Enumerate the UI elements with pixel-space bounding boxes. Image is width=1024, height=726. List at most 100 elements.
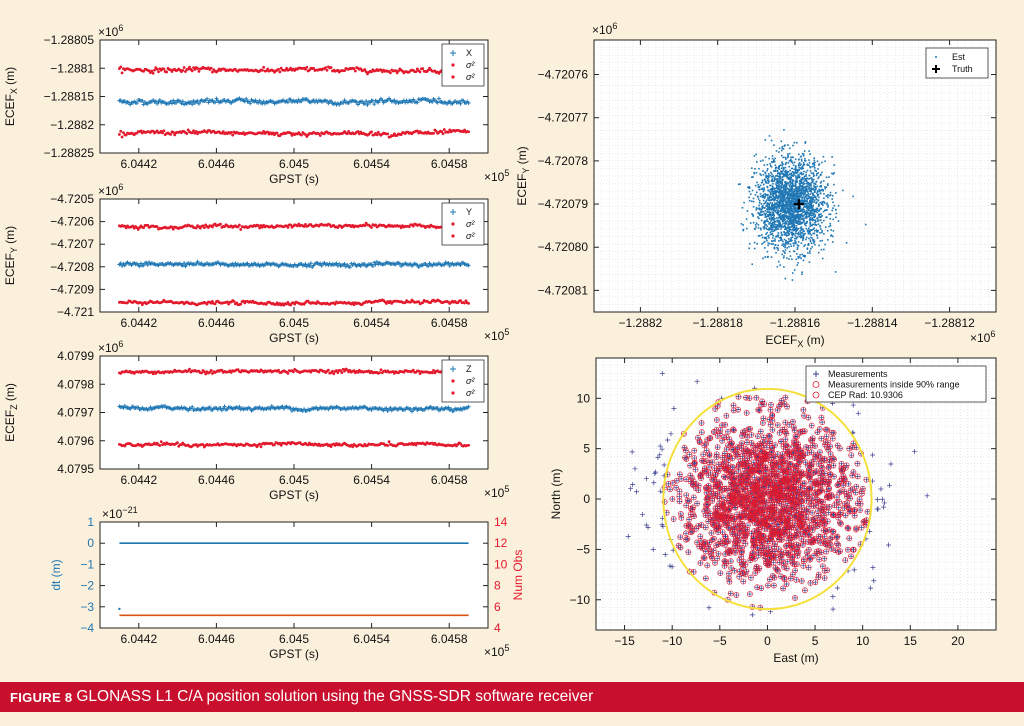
est-point [752, 200, 755, 203]
est-point [766, 239, 768, 242]
data-point [211, 70, 214, 74]
est-point [756, 181, 758, 184]
est-point [773, 207, 776, 210]
est-point [816, 207, 819, 210]
est-point [755, 226, 757, 228]
est-point [801, 253, 803, 256]
est-point [777, 235, 779, 238]
data-point [118, 133, 121, 136]
est-point [772, 186, 774, 189]
est-point [803, 222, 806, 225]
figure-canvas: 6.0442 6.0446 6.045 6.0454 6.0458−1.28805−1.… [3, 21, 997, 665]
est-point [815, 201, 818, 203]
est-point [808, 190, 811, 192]
est-point [773, 224, 775, 227]
est-point [770, 226, 773, 229]
est-point [753, 241, 756, 244]
est-point [787, 234, 789, 237]
data-point [370, 130, 373, 134]
est-point [783, 238, 786, 241]
y-x-tick-label: 6.0458 [431, 316, 468, 330]
est-point [805, 194, 808, 197]
est-point [759, 184, 762, 187]
est-point [793, 226, 796, 229]
est-point [817, 216, 819, 219]
est-point [767, 182, 770, 184]
est-point [806, 198, 808, 200]
est-point [784, 215, 787, 218]
est-point [771, 203, 774, 205]
est-point [813, 183, 815, 185]
est-point [766, 225, 769, 228]
y-y-tick-label: −4.7207 [50, 237, 94, 251]
est-point [775, 207, 778, 210]
est-point [776, 209, 779, 212]
x-x-tick-label: 6.0454 [353, 157, 390, 171]
dt-x-tick-label: 6.0458 [431, 632, 468, 646]
x-x-exponent: ×105 [484, 168, 509, 184]
est-point [791, 179, 794, 181]
est-point [786, 241, 789, 243]
est-point [805, 227, 808, 230]
est-point [760, 188, 763, 190]
est-point [807, 212, 810, 214]
est-point [821, 257, 824, 260]
est-point [775, 235, 777, 238]
data-point [414, 70, 418, 74]
est-point [766, 210, 769, 213]
est-point [824, 160, 826, 163]
data-point [139, 129, 143, 133]
est-point [780, 210, 782, 213]
est-point [804, 189, 806, 192]
est-point [766, 205, 768, 208]
est-point [791, 272, 794, 274]
est-point [812, 193, 814, 196]
est-point [796, 248, 799, 251]
data-point [304, 67, 307, 71]
est-point [784, 205, 787, 208]
est-point [774, 203, 776, 206]
est-point [779, 218, 782, 220]
data-point [205, 96, 210, 101]
est-point [769, 218, 771, 220]
est-point [757, 224, 760, 226]
est-point [776, 225, 778, 228]
est-point [771, 194, 774, 197]
est-point [809, 247, 812, 250]
est-point [769, 188, 772, 191]
est-point [780, 237, 782, 239]
est-point [782, 240, 784, 243]
est-point [752, 205, 755, 208]
est-point [789, 239, 792, 241]
est-point [792, 193, 794, 196]
est-point [742, 229, 744, 232]
est-point [810, 214, 813, 217]
est-point [808, 229, 811, 232]
data-point [256, 224, 260, 227]
est-point [756, 242, 759, 245]
est-point [788, 181, 791, 183]
est-point [774, 240, 776, 242]
data-point [181, 68, 185, 72]
est-point [811, 206, 814, 209]
est-point [784, 182, 787, 185]
est-point [767, 189, 769, 192]
est-point [782, 250, 784, 252]
est-point [774, 170, 777, 172]
est-point [766, 163, 769, 166]
est-point [821, 171, 823, 174]
est-point [807, 188, 810, 190]
est-point [797, 257, 800, 259]
est-point [775, 166, 778, 169]
est-point [783, 214, 785, 216]
est-point [796, 214, 799, 217]
est-point [778, 172, 781, 175]
est-point [811, 214, 814, 217]
est-point [766, 179, 769, 182]
est-point [772, 182, 774, 185]
est-point [782, 170, 784, 172]
data-point [195, 259, 200, 264]
dt-y-tick-label: −2 [80, 579, 94, 593]
est-point [772, 175, 774, 177]
est-point [781, 164, 783, 167]
